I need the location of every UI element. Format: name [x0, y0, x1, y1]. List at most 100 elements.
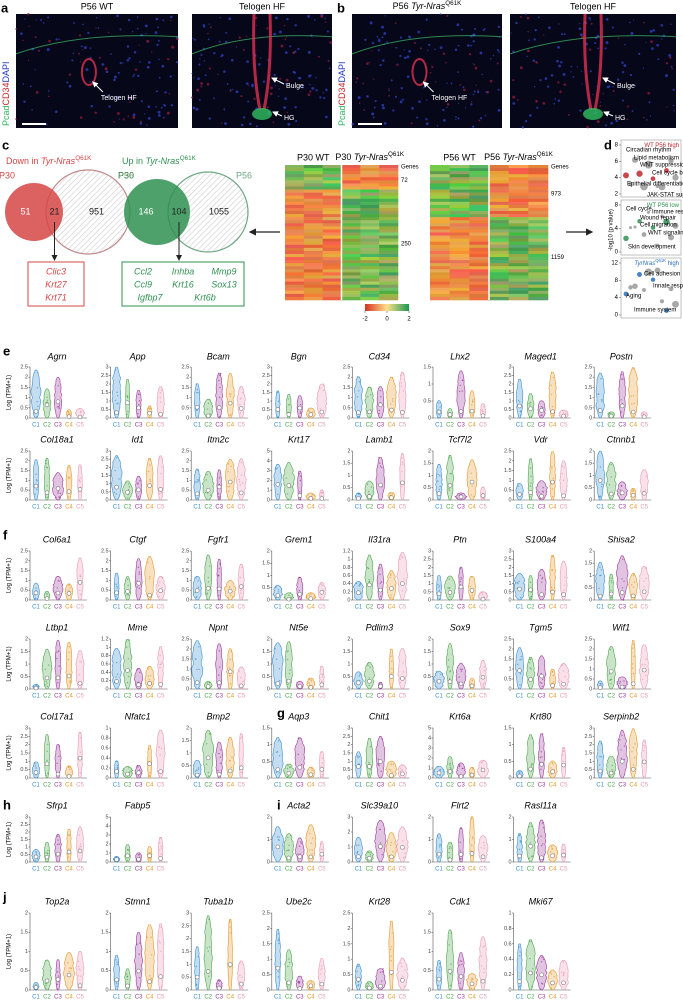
cell-dot	[217, 769, 219, 772]
gene-title: Slc39a10	[361, 800, 399, 810]
heatmap-cell	[322, 226, 342, 230]
heatmap-cell	[303, 284, 323, 289]
cell-dot	[129, 770, 131, 773]
median	[147, 483, 152, 488]
nucleus	[78, 34, 82, 37]
cell-dot	[127, 849, 130, 851]
cell-dot	[369, 854, 372, 856]
y-tick-label: 2	[267, 478, 270, 484]
violin	[283, 833, 295, 863]
y-tick-label: 3	[25, 725, 28, 731]
cell-dot	[149, 480, 152, 483]
cell-dot	[597, 393, 600, 395]
nucleus	[35, 91, 39, 94]
violin	[156, 923, 165, 991]
cell-dot	[310, 988, 312, 991]
heatmap-cell	[528, 296, 549, 301]
heatmap-cell	[322, 174, 342, 178]
cell-dot	[380, 770, 382, 773]
column-header: P30 Tyr-NrasQ61K	[335, 151, 405, 162]
heatmap-cell	[449, 207, 470, 212]
nucleus	[631, 110, 634, 112]
nucleus	[200, 82, 204, 85]
nucleus	[272, 121, 275, 124]
median	[367, 856, 372, 861]
cell-dot	[379, 573, 381, 576]
violin	[478, 936, 488, 991]
nucleus	[445, 61, 447, 64]
cluster-label: C3	[54, 605, 62, 611]
nucleus	[524, 120, 528, 123]
nucleus	[492, 54, 495, 57]
cell-dot	[630, 584, 633, 586]
cluster-label: C2	[366, 505, 374, 511]
median	[561, 592, 566, 597]
cell-dot	[45, 459, 47, 462]
heatmap-cell	[341, 296, 361, 301]
heatmap-cell	[528, 174, 549, 178]
heatmap-cell	[508, 281, 529, 285]
cluster-label: C2	[204, 694, 212, 700]
cell-dot	[207, 771, 210, 774]
cell-dot	[310, 981, 313, 983]
nucleus	[213, 51, 216, 55]
cluster-label: C1	[193, 505, 201, 511]
y-tick-label: 1	[186, 478, 189, 484]
y-tick-label: 0	[509, 597, 512, 603]
cell-dot	[601, 400, 603, 402]
column-header: P56 Tyr-NrasQ61K	[484, 151, 554, 162]
heatmap-cell	[430, 207, 450, 212]
cell-dot	[68, 848, 70, 850]
cluster-label: C1	[193, 605, 201, 611]
cell-dot	[632, 489, 634, 491]
cell-dot	[160, 845, 162, 848]
cell-dot	[300, 763, 303, 766]
nucleus	[647, 91, 651, 95]
cluster-label: C4	[549, 995, 557, 1001]
nucleus	[325, 115, 328, 119]
cluster-label: C3	[296, 605, 304, 611]
y-tick-label: 0.5	[423, 485, 431, 491]
cell-dot	[622, 378, 624, 380]
heatmap-cell	[379, 238, 399, 243]
cell-dot	[621, 587, 624, 589]
heatmap-cell	[322, 241, 342, 246]
heatmap-cell	[449, 220, 470, 224]
cell-dot	[449, 845, 451, 848]
median	[33, 409, 39, 414]
cell-dot	[37, 405, 39, 408]
median	[458, 494, 464, 500]
cell-dot	[633, 655, 635, 658]
nucleus	[477, 89, 479, 91]
nucleus	[381, 36, 384, 39]
y-tick-label: 2	[106, 841, 109, 847]
y-tick-label: 4	[267, 458, 270, 464]
cell-dot	[79, 575, 82, 578]
heatmap-cell	[379, 165, 399, 169]
venn-title: Down in Tyr-NrasQ61K	[6, 155, 92, 166]
median	[480, 413, 486, 419]
median	[286, 980, 292, 985]
nucleus	[42, 22, 45, 24]
median	[480, 767, 486, 773]
cell-dot	[541, 581, 543, 583]
cell-dot	[481, 410, 483, 412]
cluster-label: C4	[65, 605, 73, 611]
cell-dot	[44, 684, 47, 686]
cell-dot	[608, 673, 611, 675]
cell-dot	[519, 673, 522, 675]
median	[33, 854, 39, 860]
cell-dot	[529, 496, 531, 498]
violin	[457, 952, 465, 991]
heatmap-cell	[449, 296, 470, 301]
cell-dot	[116, 456, 118, 459]
term-bubble	[644, 268, 653, 276]
cluster-label: C2	[527, 605, 535, 611]
nucleus	[383, 122, 387, 125]
nucleus	[472, 93, 475, 96]
y-tick-label: 2	[347, 375, 350, 381]
cell-dot	[539, 756, 542, 759]
heatmap-cell	[341, 241, 361, 246]
cluster-label: C2	[124, 605, 132, 611]
heatmap-cell	[285, 165, 305, 169]
